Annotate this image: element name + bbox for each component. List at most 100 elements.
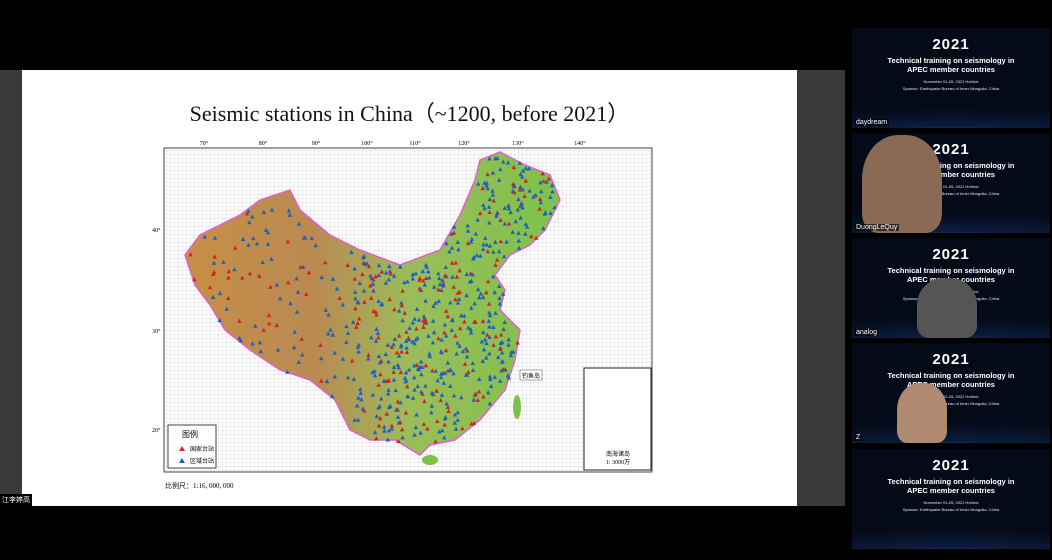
station bbox=[385, 437, 390, 442]
station bbox=[275, 347, 281, 352]
station bbox=[349, 358, 355, 363]
station bbox=[382, 428, 387, 433]
station bbox=[393, 387, 399, 393]
station bbox=[546, 176, 552, 181]
station bbox=[469, 236, 475, 241]
station bbox=[487, 220, 492, 225]
lon-label: 80° bbox=[259, 140, 268, 147]
station bbox=[544, 179, 549, 184]
sub-line: Sponsor: Earthquake Bureau of Inner Mong… bbox=[902, 86, 1000, 91]
station bbox=[414, 306, 420, 311]
tile-year: 2021 bbox=[932, 36, 970, 53]
heading-line: APEC member countries bbox=[907, 65, 995, 74]
station bbox=[541, 226, 546, 231]
station bbox=[480, 318, 486, 324]
station bbox=[344, 323, 349, 329]
station bbox=[459, 313, 464, 318]
island-label: 钓鱼岛 bbox=[522, 372, 540, 380]
station bbox=[370, 370, 375, 375]
station bbox=[439, 392, 445, 397]
station bbox=[302, 235, 308, 240]
station bbox=[423, 262, 429, 267]
participant-video bbox=[897, 383, 947, 443]
station bbox=[400, 288, 405, 293]
station bbox=[465, 240, 471, 246]
station bbox=[412, 375, 417, 380]
station bbox=[482, 337, 488, 342]
station bbox=[328, 327, 333, 332]
station bbox=[471, 397, 476, 402]
station bbox=[457, 343, 462, 348]
station bbox=[389, 344, 395, 349]
station bbox=[354, 324, 359, 329]
station bbox=[462, 313, 467, 318]
station bbox=[251, 235, 256, 241]
station bbox=[457, 289, 462, 294]
station bbox=[518, 184, 523, 189]
station bbox=[423, 275, 429, 281]
lon-label: 110° bbox=[409, 140, 421, 147]
station bbox=[498, 238, 504, 244]
station bbox=[381, 378, 387, 383]
station bbox=[353, 306, 358, 311]
station bbox=[455, 410, 461, 415]
station bbox=[404, 329, 409, 334]
station bbox=[475, 287, 481, 292]
station bbox=[286, 208, 292, 213]
video-tile: 2021 Technical training on seismology in A… bbox=[852, 238, 1050, 338]
station bbox=[361, 255, 366, 260]
station bbox=[410, 339, 415, 344]
legend-box bbox=[167, 424, 217, 469]
station bbox=[352, 417, 357, 422]
station bbox=[453, 297, 458, 302]
station bbox=[387, 296, 392, 302]
station bbox=[426, 269, 431, 274]
station bbox=[413, 425, 419, 430]
station bbox=[244, 211, 250, 216]
station bbox=[396, 438, 401, 443]
station bbox=[484, 180, 489, 185]
station bbox=[397, 264, 403, 269]
station bbox=[451, 393, 457, 398]
station bbox=[394, 350, 400, 355]
station bbox=[438, 348, 444, 354]
station bbox=[438, 397, 443, 403]
station bbox=[477, 210, 483, 216]
station bbox=[386, 359, 391, 364]
station bbox=[457, 268, 462, 273]
station bbox=[548, 194, 553, 199]
station bbox=[451, 284, 456, 289]
station bbox=[360, 271, 365, 277]
station bbox=[309, 235, 314, 241]
station bbox=[389, 426, 395, 431]
station bbox=[429, 410, 434, 415]
station bbox=[377, 360, 383, 365]
station bbox=[269, 256, 274, 261]
station bbox=[431, 303, 436, 308]
station bbox=[520, 174, 525, 179]
station bbox=[480, 294, 486, 300]
station bbox=[212, 235, 218, 240]
station bbox=[374, 326, 379, 331]
station bbox=[364, 261, 370, 266]
station bbox=[437, 281, 443, 286]
station bbox=[352, 289, 358, 294]
station bbox=[396, 365, 402, 370]
station bbox=[410, 320, 416, 325]
station bbox=[435, 378, 440, 383]
station bbox=[436, 298, 442, 304]
station bbox=[444, 241, 449, 246]
station bbox=[260, 259, 265, 265]
station bbox=[510, 181, 516, 187]
station bbox=[414, 362, 420, 367]
station bbox=[515, 340, 520, 345]
tile-year: 2021 bbox=[932, 351, 970, 368]
station bbox=[410, 276, 415, 281]
sub-line: Sponsor: Earthquake Bureau of Inner Mong… bbox=[902, 191, 1000, 196]
station bbox=[529, 233, 534, 239]
participant-name: DuongLeQuy bbox=[854, 224, 900, 231]
station bbox=[258, 348, 264, 354]
station bbox=[510, 229, 515, 234]
station bbox=[356, 316, 362, 321]
station bbox=[371, 308, 376, 313]
